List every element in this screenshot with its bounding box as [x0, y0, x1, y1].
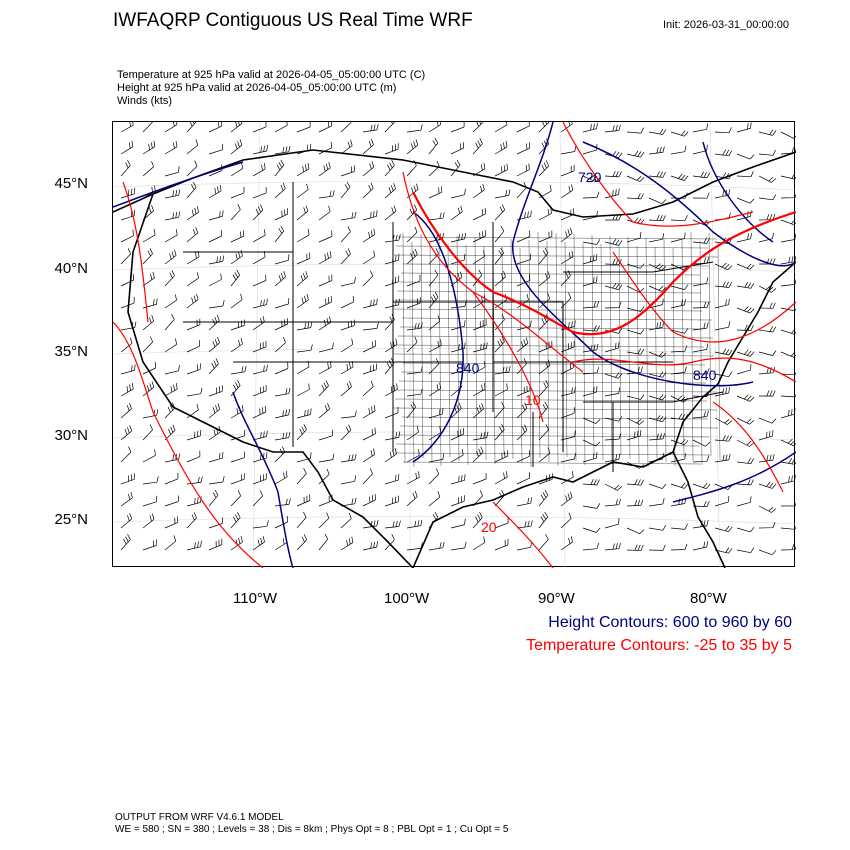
lat-label: 30°N	[54, 427, 88, 444]
wind-barb-set	[120, 122, 796, 556]
height-contour-label: 840	[456, 360, 480, 376]
lat-label: 35°N	[54, 343, 88, 360]
height-contour-label: 720	[578, 169, 602, 185]
init-time: Init: 2026-03-31_00:00:00	[663, 19, 789, 31]
map-canvas: 720 840 840 10 20	[113, 122, 796, 568]
lon-label: 110°W	[233, 590, 278, 607]
lat-label: 25°N	[54, 511, 88, 528]
map-panel: 720 840 840 10 20	[112, 121, 796, 568]
lon-label: 90°W	[538, 590, 575, 607]
wind-barbs	[120, 122, 796, 556]
chart-title: IWFAQRP Contiguous US Real Time WRF	[113, 10, 473, 31]
country-borders	[113, 149, 796, 568]
temperature-contour-label: 20	[481, 519, 497, 535]
model-config: WE = 580 ; SN = 380 ; Levels = 38 ; Dis …	[115, 824, 509, 835]
temperature-legend: Temperature Contours: -25 to 35 by 5	[526, 637, 792, 654]
contour-labels: 720 840 840 10 20	[456, 169, 717, 535]
lon-label: 80°W	[690, 590, 727, 607]
height-contour-label: 840	[693, 367, 717, 383]
temperature-field-label: Temperature at 925 hPa valid at 2026-04-…	[117, 69, 426, 81]
temperature-contour-bold	[412, 191, 796, 336]
winds-field-label: Winds (kts)	[117, 95, 172, 107]
lat-label: 40°N	[54, 260, 88, 277]
height-legend: Height Contours: 600 to 960 by 60	[548, 614, 792, 631]
height-field-label: Height at 925 hPa valid at 2026-04-05_05…	[117, 82, 397, 94]
lat-label: 45°N	[54, 175, 88, 192]
lon-label: 100°W	[384, 590, 430, 607]
height-contours	[113, 122, 796, 568]
temperature-contour-label: 10	[525, 392, 541, 408]
temperature-contours	[113, 122, 796, 568]
model-info: OUTPUT FROM WRF V4.6.1 MODEL	[115, 812, 284, 823]
state-borders	[183, 182, 724, 472]
